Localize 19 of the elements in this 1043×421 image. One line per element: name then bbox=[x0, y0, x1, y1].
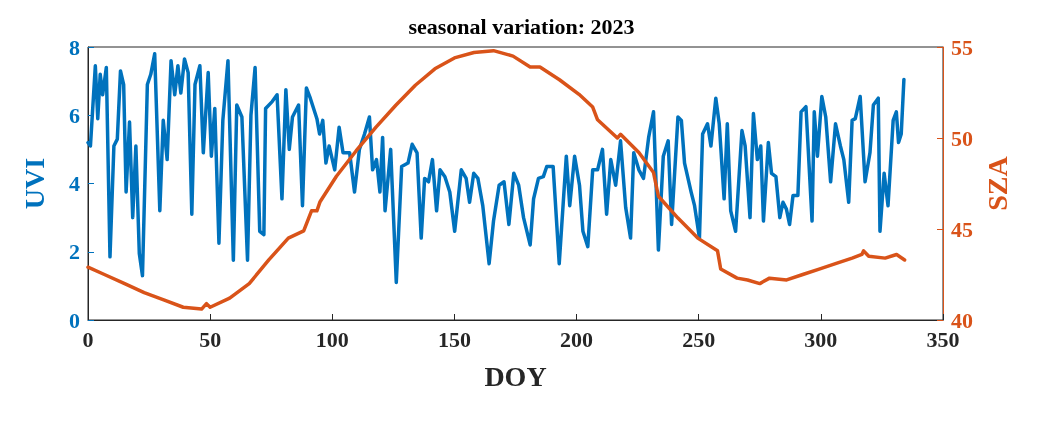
y2-axis-title: SZA bbox=[982, 155, 1014, 211]
x-tick-label: 150 bbox=[437, 326, 471, 352]
y2-tick-label: 55 bbox=[951, 34, 973, 60]
x-tick-label: 100 bbox=[315, 326, 349, 352]
y-tick-label: 2 bbox=[69, 239, 80, 265]
chart-title: seasonal variation: 2023 bbox=[408, 13, 635, 39]
y-tick-label: 8 bbox=[69, 34, 80, 60]
y-tick-label: 4 bbox=[69, 171, 80, 196]
y-tick-label: 6 bbox=[69, 102, 80, 128]
x-tick-label: 200 bbox=[560, 326, 594, 352]
y-tick-label: 0 bbox=[69, 307, 80, 333]
y2-tick-label: 40 bbox=[951, 307, 973, 333]
x-axis-title: DOY bbox=[484, 360, 547, 392]
x-tick-label: 250 bbox=[682, 326, 716, 352]
y2-tick-label: 45 bbox=[951, 216, 973, 242]
y-axis-title: UVI bbox=[18, 157, 50, 210]
y2-tick-label: 50 bbox=[951, 125, 973, 151]
x-tick-label: 300 bbox=[804, 326, 838, 352]
x-tick-label: 50 bbox=[199, 326, 222, 352]
